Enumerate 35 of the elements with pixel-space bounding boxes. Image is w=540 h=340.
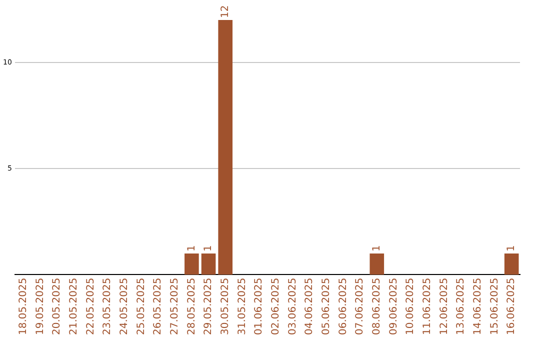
x-tick-label: 13.06.2025	[456, 278, 467, 336]
x-tick-label: 04.06.2025	[304, 278, 316, 336]
x-tick-label: 05.06.2025	[320, 278, 332, 336]
x-tick-label: 25.05.2025	[136, 278, 147, 336]
x-tick-label: 21.05.2025	[68, 278, 80, 336]
x-tick-label: 20.05.2025	[52, 278, 63, 336]
x-tick-label: 23.05.2025	[102, 278, 114, 336]
x-tick-label: 03.06.2025	[287, 278, 298, 336]
x-tick-label: 10.06.2025	[405, 278, 416, 336]
x-tick-label: 07.06.2025	[354, 278, 366, 336]
x-tick-label: 18.05.2025	[18, 278, 29, 336]
x-tick-label: 22.05.2025	[85, 278, 96, 336]
x-tick-label: 28.05.2025	[186, 278, 198, 336]
x-tick-label: 31.05.2025	[236, 278, 248, 336]
data-label: 1	[371, 245, 382, 252]
x-tick-label: 08.06.2025	[371, 278, 382, 336]
x-tick-label: 30.05.2025	[220, 278, 231, 336]
x-tick-label: 01.06.2025	[254, 278, 265, 336]
x-tick-label: 06.06.2025	[338, 278, 349, 336]
x-tick-label: 16.06.2025	[506, 278, 518, 336]
data-label: 12	[220, 5, 231, 18]
x-tick-label: 14.06.2025	[472, 278, 484, 336]
x-tick-label: 19.05.2025	[34, 278, 46, 336]
data-label: 1	[186, 245, 198, 252]
x-tick-label: 02.06.2025	[270, 278, 282, 336]
x-tick-label: 15.06.2025	[489, 278, 500, 336]
x-tick-label: 11.06.2025	[422, 278, 433, 336]
x-tick-label: 24.05.2025	[118, 278, 130, 336]
data-label: 1	[203, 245, 214, 252]
data-label: 1	[506, 245, 518, 252]
x-tick-label: 12.06.2025	[438, 278, 450, 336]
x-tick-label: 27.05.2025	[169, 278, 180, 336]
x-tick-label: 26.05.2025	[152, 278, 164, 336]
x-tick-label: 09.06.2025	[388, 278, 400, 336]
x-tick-label: 29.05.2025	[203, 278, 214, 336]
